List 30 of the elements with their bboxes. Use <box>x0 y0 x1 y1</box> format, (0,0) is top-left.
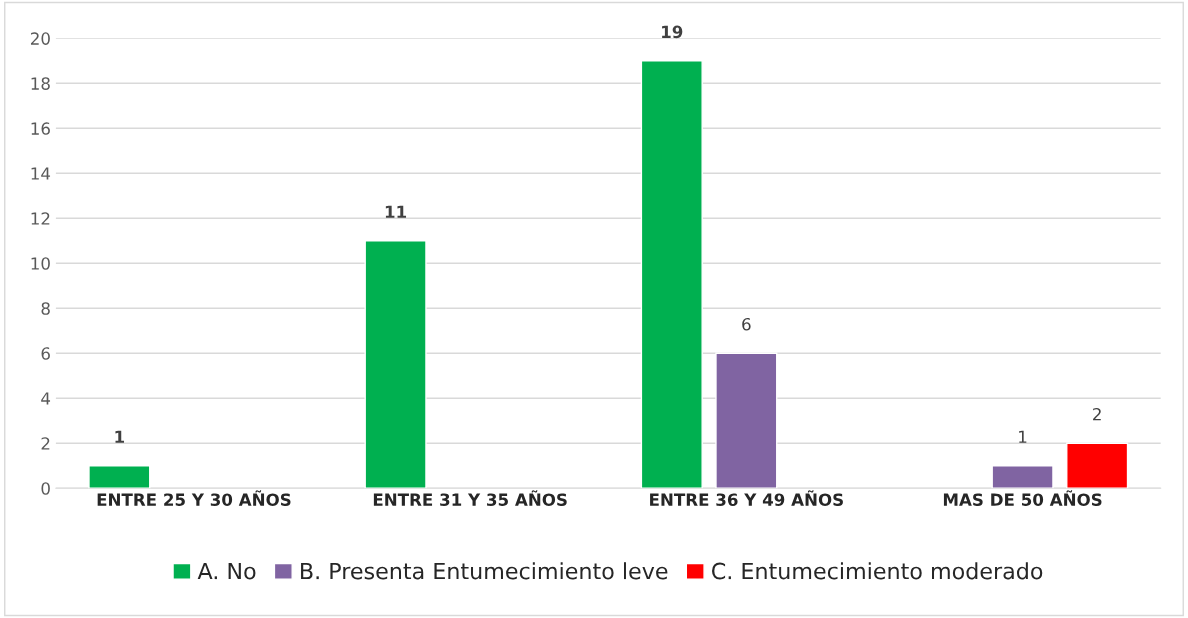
data-label: 11 <box>385 205 407 218</box>
y-tick-label: 14 <box>31 167 51 180</box>
data-label: 1 <box>115 430 125 443</box>
x-tick-label: MAS DE 50 AÑOS <box>943 490 1102 506</box>
bar <box>364 240 427 489</box>
x-tick-label: ENTRE 36 Y 49 AÑOS <box>650 490 843 506</box>
bar <box>640 60 703 489</box>
y-tick-label: 20 <box>30 32 50 45</box>
y-tick-label: 2 <box>41 437 50 450</box>
data-label: 1 <box>1019 430 1027 443</box>
data-label: 19 <box>662 25 683 39</box>
bar <box>88 465 151 489</box>
data-label: 2 <box>1093 407 1101 421</box>
data-label: 6 <box>742 317 751 331</box>
legend-label: C. Entumecimiento moderado <box>712 562 1043 580</box>
y-tick-label: 6 <box>41 347 50 360</box>
y-tick-label: 16 <box>31 122 50 135</box>
legend-label: B. Presenta Entumecimiento leve <box>301 562 668 580</box>
x-tick-label: ENTRE 31 Y 35 AÑOS <box>373 490 567 506</box>
bar <box>715 352 778 489</box>
legend-label: A. No <box>197 562 256 580</box>
y-tick-label: 0 <box>41 482 50 495</box>
bar <box>1066 442 1129 489</box>
y-tick-label: 8 <box>41 302 50 315</box>
bar <box>991 465 1054 489</box>
y-tick-label: 12 <box>31 212 50 225</box>
x-tick-label: ENTRE 25 Y 30 AÑOS <box>97 490 291 506</box>
y-tick-label: 10 <box>31 257 50 270</box>
y-tick-label: 4 <box>41 392 51 405</box>
y-tick-label: 18 <box>31 77 50 90</box>
